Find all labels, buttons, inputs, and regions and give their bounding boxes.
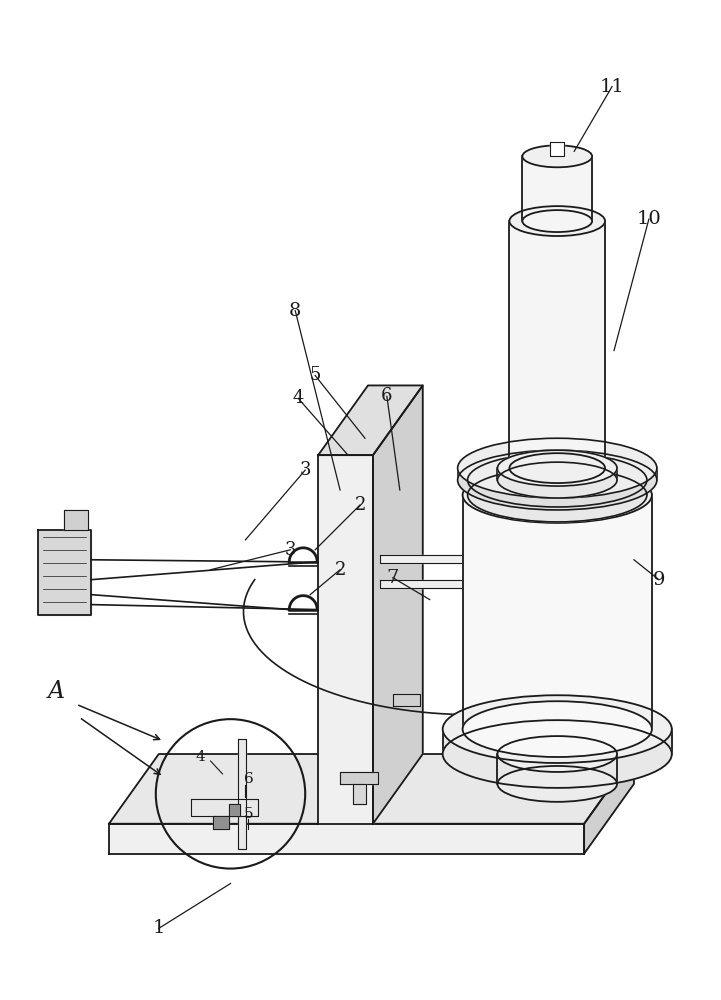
Ellipse shape: [458, 438, 657, 498]
Polygon shape: [393, 694, 420, 706]
Text: 4: 4: [195, 750, 205, 764]
Text: 1: 1: [153, 919, 165, 937]
Text: A: A: [48, 680, 65, 703]
Text: 2: 2: [335, 561, 346, 579]
Polygon shape: [380, 555, 477, 563]
Polygon shape: [190, 799, 258, 816]
Text: 5: 5: [244, 807, 253, 821]
Ellipse shape: [468, 453, 647, 507]
Polygon shape: [109, 824, 584, 854]
Text: 3: 3: [299, 461, 311, 479]
Ellipse shape: [497, 462, 617, 498]
Polygon shape: [318, 385, 423, 455]
Polygon shape: [463, 495, 652, 729]
Ellipse shape: [468, 468, 647, 522]
Polygon shape: [458, 468, 657, 480]
Polygon shape: [64, 510, 88, 530]
Ellipse shape: [458, 450, 657, 510]
Polygon shape: [523, 156, 592, 221]
Polygon shape: [443, 729, 672, 754]
Ellipse shape: [497, 766, 617, 802]
Polygon shape: [38, 530, 91, 615]
Polygon shape: [468, 480, 647, 495]
Text: 4: 4: [293, 389, 304, 407]
Text: 6: 6: [381, 387, 393, 405]
Polygon shape: [109, 754, 634, 824]
Ellipse shape: [497, 736, 617, 772]
Text: 11: 11: [600, 78, 624, 96]
Text: 10: 10: [637, 210, 661, 228]
Polygon shape: [373, 385, 423, 824]
Polygon shape: [497, 468, 617, 480]
Text: 9: 9: [653, 571, 665, 589]
Ellipse shape: [523, 145, 592, 167]
Polygon shape: [353, 784, 366, 804]
Ellipse shape: [523, 210, 592, 232]
Text: 3: 3: [285, 541, 296, 559]
Polygon shape: [497, 754, 617, 784]
Polygon shape: [213, 804, 241, 829]
Polygon shape: [380, 580, 472, 588]
Text: 2: 2: [354, 496, 366, 514]
Polygon shape: [318, 455, 373, 824]
Ellipse shape: [510, 453, 605, 483]
Text: 5: 5: [309, 366, 321, 384]
Ellipse shape: [443, 695, 672, 763]
Text: 8: 8: [289, 302, 301, 320]
Ellipse shape: [510, 206, 605, 236]
Ellipse shape: [463, 701, 652, 757]
Polygon shape: [550, 142, 565, 156]
Polygon shape: [510, 221, 605, 468]
Ellipse shape: [497, 450, 617, 486]
Polygon shape: [340, 772, 378, 784]
Polygon shape: [584, 754, 634, 854]
Text: 7: 7: [386, 569, 399, 587]
Polygon shape: [239, 739, 247, 849]
Ellipse shape: [463, 467, 652, 523]
Ellipse shape: [443, 720, 672, 788]
Text: 6: 6: [244, 772, 253, 786]
